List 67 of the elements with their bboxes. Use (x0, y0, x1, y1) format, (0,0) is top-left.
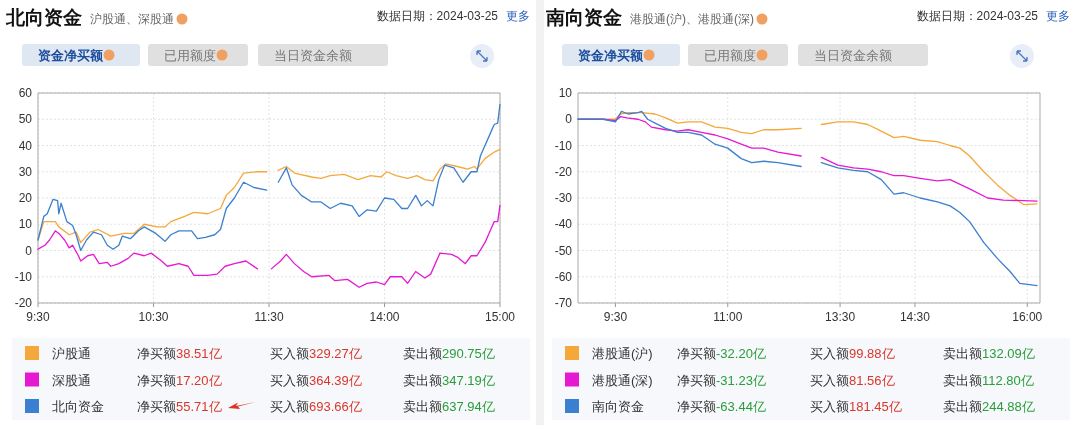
chart-title: 北向资金 (5, 7, 82, 28)
text: 更多 (506, 9, 530, 23)
legend-label: 深股通 (52, 372, 91, 388)
y-tick-label: -40 (554, 217, 573, 232)
y-tick-label: 40 (18, 138, 33, 153)
y-tick-label: -60 (554, 269, 573, 284)
text: 卖出额244.88亿 (943, 399, 1035, 414)
text: 买入额693.66亿 (270, 399, 362, 414)
legend-label: 南向资金 (592, 399, 644, 414)
x-tick-label: 11:30 (254, 310, 284, 324)
legend-label: 港股通(沪) (592, 346, 653, 361)
text: 净买额-63.44亿 (677, 399, 766, 414)
text: 卖出额290.75亿 (403, 346, 495, 361)
chart-subtitle: 沪股通、深股通 (90, 12, 174, 26)
y-tick-label: 10 (18, 217, 33, 232)
text: 数据日期：2024-03-25 (916, 9, 1039, 23)
text: 净买额-32.20亿 (677, 346, 766, 361)
y-tick-label: -10 (554, 138, 573, 153)
line-series (37, 230, 259, 277)
x-tick-label: 9:30 (26, 310, 50, 324)
y-tick-label: 50 (18, 112, 33, 127)
x-tick-label: 14:30 (899, 310, 931, 324)
text: 资金净买额 (38, 48, 104, 63)
x-tick-label: 10:30 (138, 310, 169, 324)
text: 净买额17.20亿 (137, 372, 222, 388)
y-tick-label: 60 (18, 86, 33, 100)
text: 当日资金余额 (274, 48, 352, 63)
text: 买入额81.56亿 (810, 372, 895, 388)
chart-title: 南向资金 (545, 7, 622, 28)
text: 当日资金余额 (814, 48, 892, 63)
text: 卖出额132.09亿 (943, 346, 1035, 361)
x-tick-label: 16:00 (1012, 310, 1043, 324)
x-tick-label: 15:00 (484, 310, 516, 324)
text: 净买额-31.23亿 (677, 372, 766, 388)
legend-label: 沪股通 (52, 346, 91, 361)
text: 净买额55.71亿 (137, 399, 222, 414)
text: 卖出额112.80亿 (943, 372, 1034, 388)
legend-label: 港股通(深) (592, 372, 653, 388)
x-tick-label: 9:30 (603, 310, 628, 324)
legend-label: 北向资金 (52, 399, 104, 414)
text: 买入额329.27亿 (270, 346, 362, 361)
y-tick-label: 0 (565, 112, 573, 127)
y-tick-label: -10 (14, 269, 33, 284)
text: 数据日期：2024-03-25 (376, 9, 499, 23)
x-tick-label: 14:00 (369, 310, 400, 324)
y-tick-label: -30 (554, 191, 573, 205)
text: 卖出额637.94亿 (403, 399, 495, 414)
y-tick-label: 20 (18, 191, 33, 205)
chart-subtitle: 港股通(沪)、港股通(深) (630, 12, 754, 26)
y-tick-label: -20 (14, 296, 33, 310)
y-tick-label: -70 (554, 296, 573, 310)
text: 已用额度 (164, 48, 216, 63)
y-tick-label: 30 (18, 164, 33, 179)
text: 买入额181.45亿 (810, 399, 902, 414)
text: 卖出额347.19亿 (403, 372, 495, 388)
x-tick-label: 13:30 (825, 310, 856, 324)
text: 买入额99.88亿 (810, 346, 895, 361)
text: 已用额度 (704, 48, 756, 63)
y-tick-label: 0 (25, 243, 33, 258)
text: 净买额38.51亿 (137, 346, 222, 361)
x-tick-label: 11:00 (713, 310, 743, 324)
text: 更多 (1046, 9, 1070, 23)
text: 买入额364.39亿 (270, 372, 362, 388)
text: 资金净买额 (578, 48, 644, 63)
y-tick-label: -20 (554, 164, 573, 179)
y-tick-label: -50 (554, 243, 573, 258)
y-tick-label: 10 (558, 86, 573, 100)
